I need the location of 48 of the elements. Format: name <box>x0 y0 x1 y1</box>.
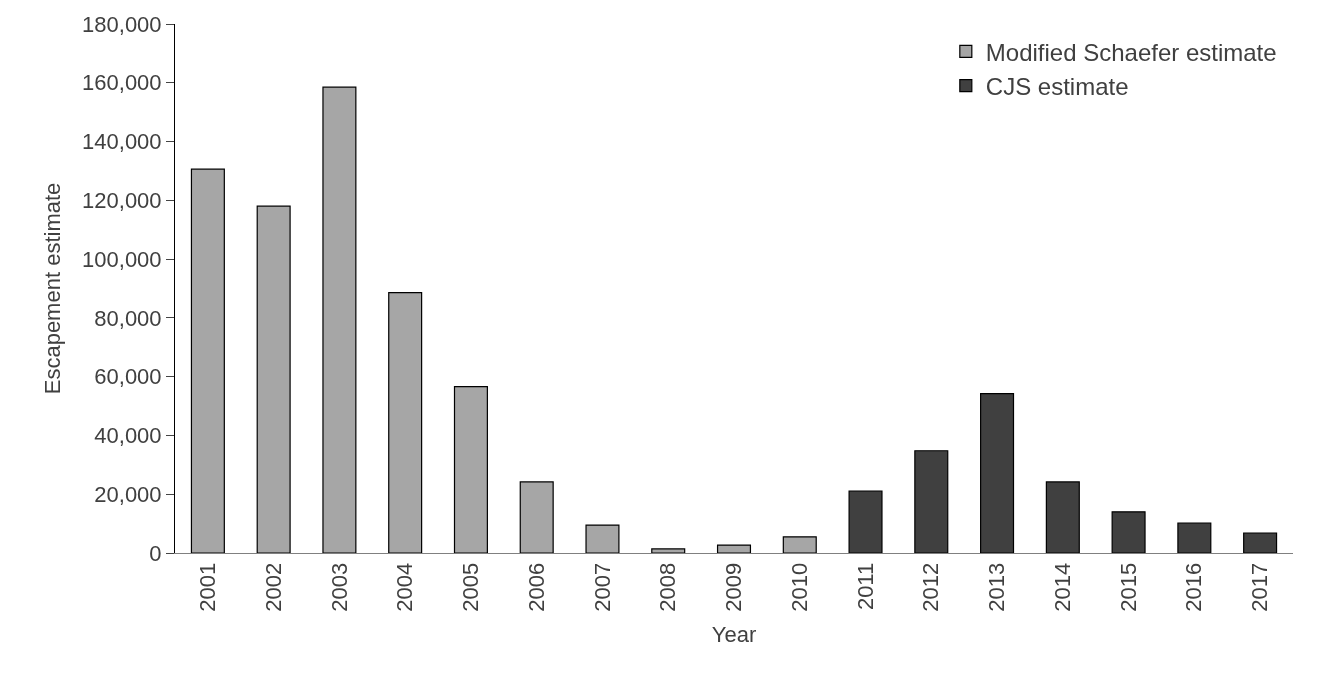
x-tick-label: 2014 <box>1049 562 1075 612</box>
y-tick-label: 160,000 <box>82 70 162 96</box>
x-tick-label: 2007 <box>589 562 615 612</box>
y-tick-label: 20,000 <box>94 481 162 507</box>
x-tick-label: 2011 <box>852 562 878 611</box>
x-tick-label: 2004 <box>392 562 418 612</box>
x-axis-title: Year <box>711 621 757 647</box>
x-tick-label: 2013 <box>984 562 1010 612</box>
bar <box>914 450 949 553</box>
legend-label: CJS estimate <box>985 72 1129 100</box>
x-tick-label: 2005 <box>458 562 484 612</box>
x-tick-label: 2001 <box>195 562 221 612</box>
y-tick-label: 100,000 <box>82 246 162 272</box>
bar <box>716 544 752 553</box>
bar <box>980 393 1015 553</box>
x-tick-label: 2010 <box>786 562 812 612</box>
x-tick-label: 2016 <box>1181 562 1207 612</box>
bar <box>782 536 817 553</box>
x-tick-label: 2017 <box>1247 562 1273 612</box>
bar <box>651 548 686 553</box>
y-axis-title: Escapement estimate <box>39 182 65 395</box>
y-tick-label: 40,000 <box>94 423 162 449</box>
x-tick-label: 2012 <box>918 562 944 612</box>
bar <box>1111 511 1146 553</box>
x-tick-label: 2009 <box>721 562 747 612</box>
y-tick-label: 120,000 <box>82 188 162 214</box>
x-tick-label: 2015 <box>1115 562 1141 612</box>
bar <box>1177 522 1212 553</box>
bar <box>388 292 423 553</box>
y-tick-label: 180,000 <box>82 11 162 37</box>
bar <box>453 386 488 553</box>
bar <box>190 168 225 553</box>
bar <box>322 86 357 553</box>
bar <box>585 524 620 553</box>
bar <box>1243 532 1278 553</box>
bar <box>519 481 554 553</box>
y-tick-label: 0 <box>149 540 162 566</box>
x-tick-label: 2003 <box>326 562 352 612</box>
x-tick-label: 2006 <box>523 562 549 612</box>
y-tick-label: 140,000 <box>82 129 162 155</box>
y-tick-label: 80,000 <box>94 305 162 331</box>
bar <box>256 205 291 553</box>
x-tick-label: 2008 <box>655 562 681 612</box>
y-tick-label: 60,000 <box>94 364 162 390</box>
bar <box>848 490 883 553</box>
legend-label: Modified Schaefer estimate <box>985 38 1277 66</box>
bar <box>1045 481 1080 553</box>
x-tick-label: 2002 <box>260 562 286 612</box>
